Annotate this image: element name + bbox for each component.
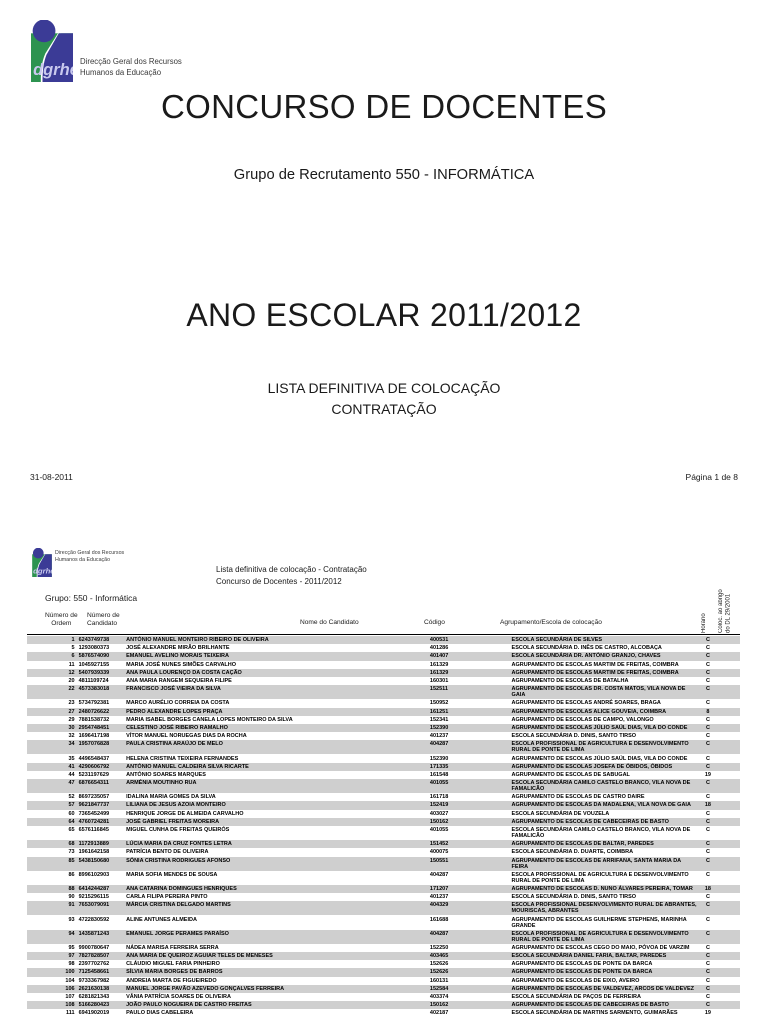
svg-text:dgrhe: dgrhe <box>33 61 73 79</box>
svg-text:dgrhe: dgrhe <box>33 567 52 576</box>
